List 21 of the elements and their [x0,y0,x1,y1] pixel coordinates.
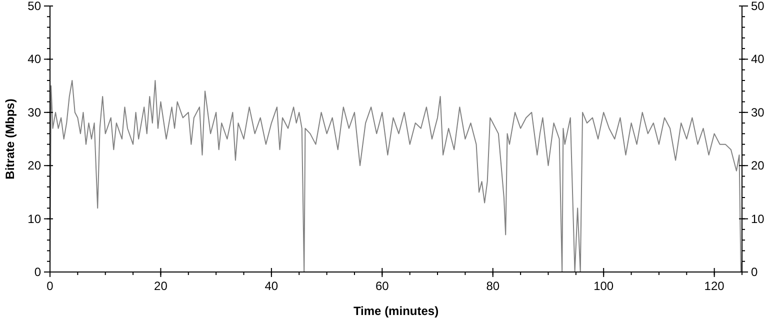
y2-tick-label: 0 [751,265,758,279]
y-tick-label: 10 [28,212,42,226]
y-axis-title: Bitrate (Mbps) [3,98,17,180]
x-tick-label: 20 [154,279,168,293]
x-tick-label: 40 [264,279,278,293]
y2-tick-label: 50 [751,0,765,13]
x-tick-label: 0 [46,279,54,293]
y-tick-label: 30 [28,105,42,120]
x-tick-label: 100 [594,279,614,293]
y2-tick-label: 30 [751,105,765,120]
y-tick-label: 50 [28,0,42,13]
x-tick-label: 120 [704,279,725,293]
y-tick-label: 0 [34,265,42,279]
y2-tick-label: 40 [751,52,765,66]
y-tick-label: 20 [28,158,42,173]
x-tick-label: 80 [486,279,500,293]
y2-tick-label: 20 [751,158,765,173]
y2-tick-label: 10 [751,212,765,226]
x-tick-label: 60 [375,279,390,293]
y-tick-label: 40 [28,52,42,66]
x-axis-title: Time (minutes) [353,304,439,318]
